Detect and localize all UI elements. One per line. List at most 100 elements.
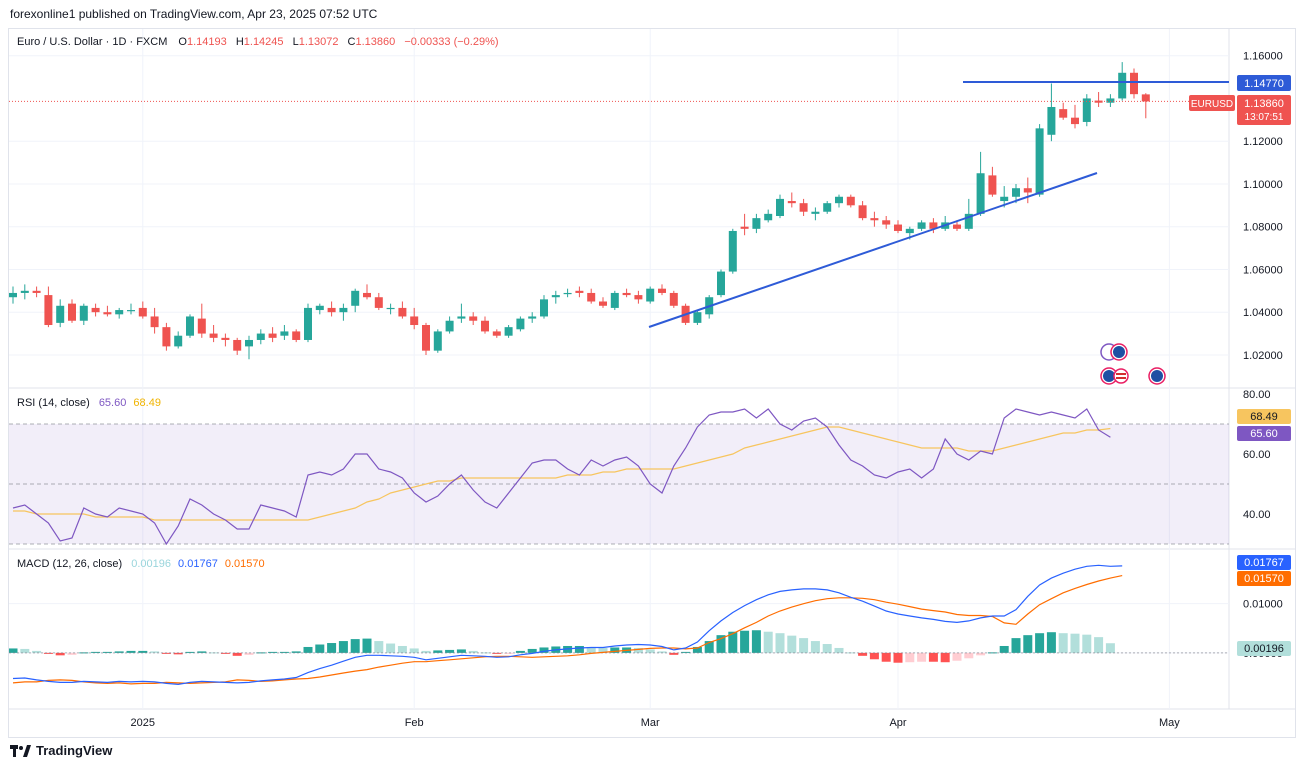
rsi-lines bbox=[12, 408, 1111, 546]
macd-hist-bar bbox=[492, 652, 502, 654]
candle-body bbox=[504, 327, 513, 336]
candle-body bbox=[1130, 72, 1138, 95]
candle-body bbox=[799, 203, 808, 212]
macd-hist-bar bbox=[574, 645, 584, 653]
open-label: O bbox=[178, 36, 187, 48]
macd-hist-bar bbox=[43, 652, 53, 654]
time-tick-label: Mar bbox=[641, 717, 660, 729]
macd-hist-bar bbox=[987, 652, 997, 654]
macd-hist-bar bbox=[869, 652, 879, 660]
macd-signal-value: 0.01570 bbox=[225, 558, 265, 570]
candle-body bbox=[209, 333, 218, 338]
rsi-legend[interactable]: RSI (14, close) 65.60 68.49 bbox=[17, 397, 161, 409]
macd-hist-bar bbox=[740, 630, 750, 653]
candle-body bbox=[186, 316, 194, 336]
change-value: −0.00333 (−0.29%) bbox=[404, 36, 498, 48]
macd-hist-bar bbox=[669, 652, 679, 655]
macd-hist-bar bbox=[810, 641, 820, 653]
macd-hist-bar bbox=[1070, 633, 1080, 653]
candle-body bbox=[138, 307, 147, 317]
candle-body bbox=[1035, 128, 1044, 195]
macd-hist-bar bbox=[268, 651, 278, 653]
candle-body bbox=[150, 316, 159, 328]
price-tick-label: 1.12000 bbox=[1243, 136, 1283, 148]
candle-body bbox=[787, 201, 796, 204]
close-label: C bbox=[348, 36, 356, 48]
chart-area[interactable]: 2025 Feb Mar Apr May 1.02000 1.04000 1.06000 1.0… bbox=[8, 28, 1296, 738]
macd-hist-bar bbox=[173, 652, 183, 655]
level-badge bbox=[1237, 75, 1291, 91]
candle-body bbox=[445, 320, 454, 332]
candle-body bbox=[292, 331, 301, 340]
macd-hist-bar bbox=[374, 641, 384, 653]
time-tick-label: 2025 bbox=[131, 717, 155, 729]
candle-body bbox=[115, 310, 124, 315]
candle-body bbox=[233, 339, 242, 351]
candle-body bbox=[410, 316, 419, 326]
main-legend[interactable]: Euro / U.S. Dollar · 1D · FXCM O1.14193 … bbox=[17, 36, 499, 48]
candle-body bbox=[91, 307, 100, 313]
macd-hist-bar bbox=[976, 652, 986, 656]
macd-hist-bar bbox=[928, 652, 938, 662]
macd-label: MACD (12, 26, close) bbox=[17, 558, 122, 570]
candle-body bbox=[374, 297, 383, 308]
macd-hist-bar bbox=[881, 652, 891, 662]
candle-body bbox=[386, 307, 395, 310]
macd-hist-bar bbox=[775, 633, 785, 653]
macd-hist-bar bbox=[421, 650, 431, 653]
candle-body bbox=[717, 271, 725, 296]
macd-hist-bar bbox=[692, 646, 702, 653]
candle-body bbox=[1000, 196, 1009, 202]
macd-hist-bar bbox=[515, 650, 525, 653]
candle-body bbox=[79, 305, 88, 321]
macd-legend[interactable]: MACD (12, 26, close) 0.00196 0.01767 0.0… bbox=[17, 558, 265, 570]
candle-body bbox=[221, 337, 230, 340]
candle-body bbox=[1071, 117, 1079, 125]
macd-hist-bar bbox=[704, 641, 714, 653]
rsi-value: 65.60 bbox=[99, 397, 127, 409]
macd-hist-bar bbox=[138, 650, 148, 653]
candle-body bbox=[351, 290, 360, 306]
macd-hist-bar bbox=[150, 651, 160, 653]
candle-body bbox=[44, 295, 53, 326]
macd-hist-bar bbox=[999, 645, 1009, 653]
trend-line[interactable] bbox=[648, 172, 1098, 328]
candle-body bbox=[1106, 98, 1115, 103]
macd-hist-bar bbox=[539, 647, 549, 653]
candle-body bbox=[610, 292, 619, 308]
macd-hist-bar bbox=[645, 649, 655, 653]
us-flag-icon[interactable] bbox=[1113, 368, 1129, 384]
macd-hist-bar bbox=[67, 652, 77, 655]
macd-hist-bar bbox=[1082, 634, 1092, 653]
candle-body bbox=[327, 307, 336, 313]
footer[interactable]: TradingView bbox=[10, 742, 112, 762]
hist-badge bbox=[1237, 641, 1291, 656]
economic-event-icons[interactable] bbox=[1100, 343, 1166, 385]
rsi-tick-label: 40.00 bbox=[1243, 509, 1271, 521]
macd-hist-bar bbox=[834, 647, 844, 653]
macd-hist-bar bbox=[114, 651, 124, 653]
candle-body bbox=[882, 220, 891, 225]
candle-body bbox=[764, 213, 773, 221]
chart-svg[interactable]: 2025 Feb Mar Apr May 1.02000 1.04000 1.06000 1.0… bbox=[8, 29, 1295, 737]
candle-body bbox=[870, 218, 879, 221]
macd-hist-bar bbox=[350, 639, 360, 653]
candle-body bbox=[835, 196, 843, 204]
price-tick-label: 1.02000 bbox=[1243, 350, 1283, 362]
candle-body bbox=[127, 310, 135, 312]
candle-body bbox=[516, 318, 525, 330]
macd-hist-bar bbox=[279, 651, 289, 653]
macd-hist-bar bbox=[527, 648, 537, 653]
drawings[interactable] bbox=[9, 80, 1229, 328]
macd-hist-bar bbox=[858, 652, 868, 656]
macd-hist-bar bbox=[504, 652, 514, 654]
macd-hist-value: 0.00196 bbox=[131, 558, 171, 570]
candle-body bbox=[858, 205, 867, 219]
macd-hist-bar bbox=[728, 631, 738, 653]
eu-flag-fill-2 bbox=[1103, 370, 1115, 382]
candle-body bbox=[563, 292, 572, 295]
candle-body bbox=[728, 230, 737, 272]
macd-hist-bar bbox=[822, 644, 832, 653]
signal-badge-text: 0.01570 bbox=[1244, 573, 1284, 585]
signal-badge bbox=[1237, 571, 1291, 586]
